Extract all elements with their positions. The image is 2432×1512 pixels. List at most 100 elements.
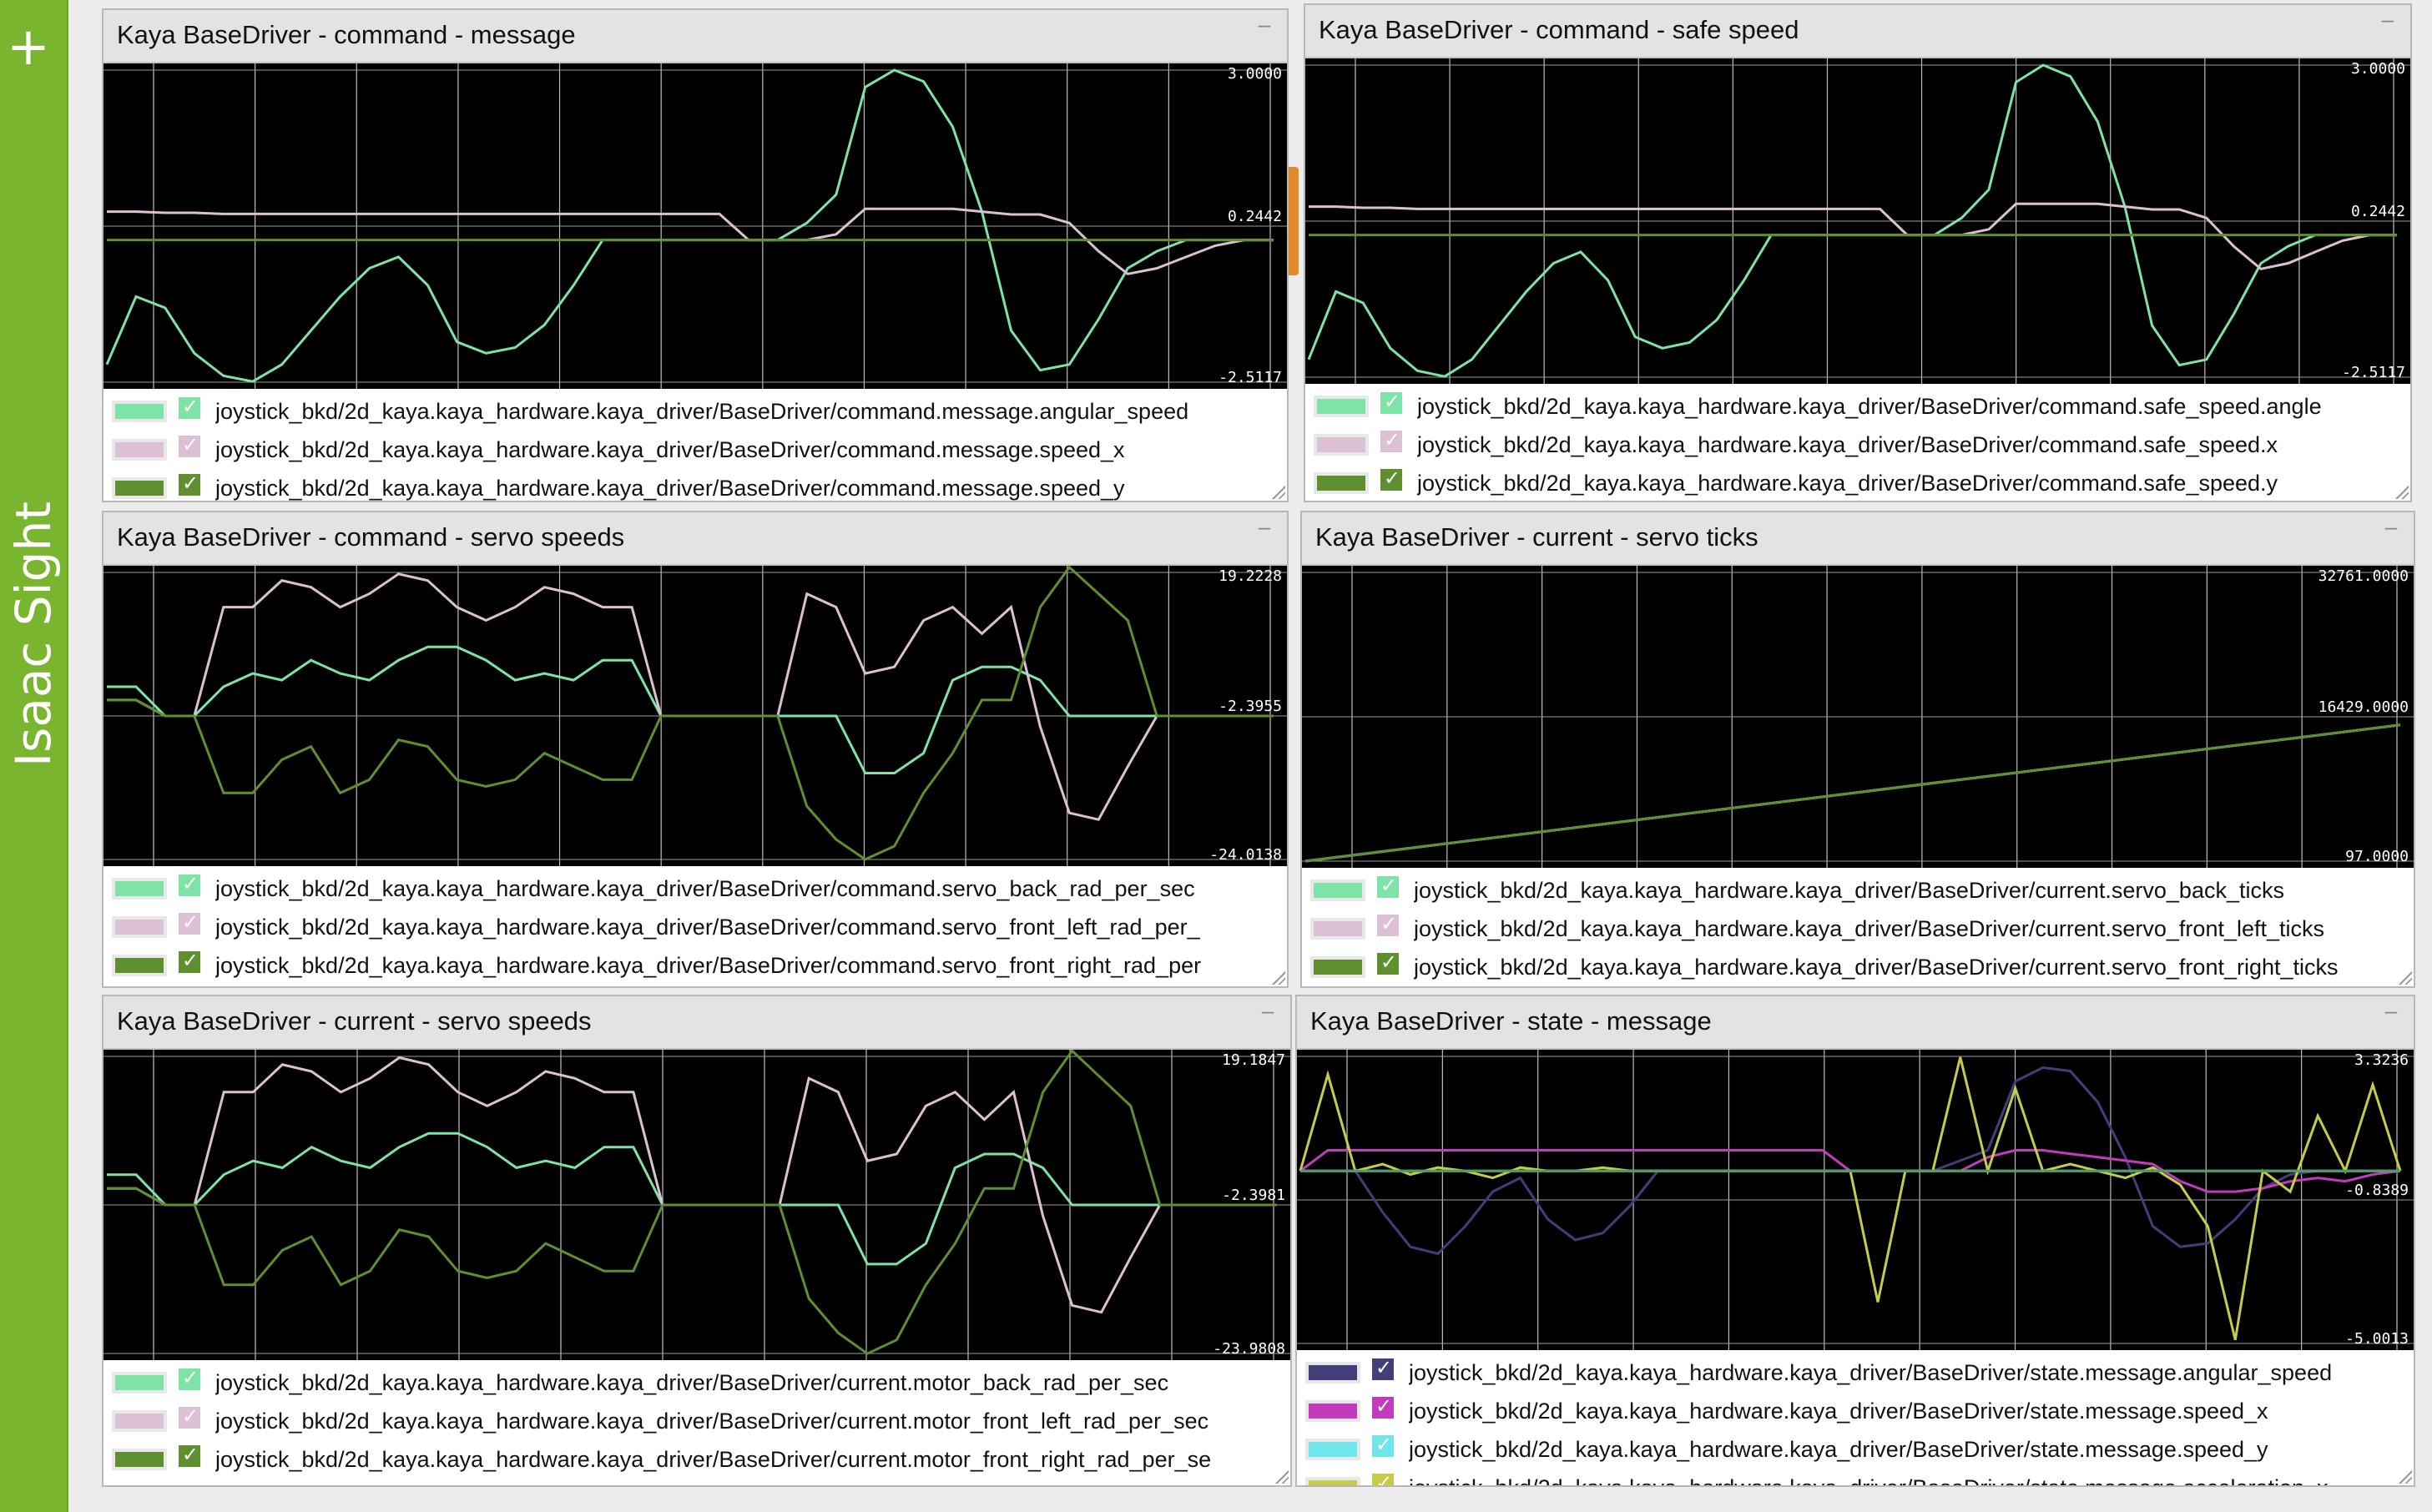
legend-item: ✓ joystick_bkd/2d_kaya.kaya_hardware.kaya… xyxy=(103,1363,1290,1402)
y-tick-label: -24.0138 xyxy=(1209,846,1282,864)
panel-title: Kaya BaseDriver - command - safe speed xyxy=(1319,15,1799,44)
panel-header[interactable]: Kaya BaseDriver - command - message – xyxy=(103,10,1287,63)
add-button[interactable]: + xyxy=(7,16,50,77)
checkmark-icon: ✓ xyxy=(1380,874,1398,897)
checkmark-icon: ✓ xyxy=(182,395,199,418)
series-label: joystick_bkd/2d_kaya.kaya_hardware.kaya_… xyxy=(1409,1475,2405,1485)
y-tick-label: -23.9808 xyxy=(1213,1340,1285,1358)
color-swatch[interactable] xyxy=(112,477,167,499)
color-swatch[interactable] xyxy=(1314,472,1369,494)
color-swatch[interactable] xyxy=(1305,1439,1360,1460)
legend: ✓ joystick_bkd/2d_kaya.kaya_hardware.kaya… xyxy=(1302,871,2414,986)
color-swatch[interactable] xyxy=(1310,918,1365,940)
series-visibility-checkbox[interactable]: ✓ xyxy=(179,1404,200,1429)
color-swatch[interactable] xyxy=(1310,956,1365,978)
series-visibility-checkbox[interactable]: ✓ xyxy=(1372,1471,1394,1485)
minimize-button[interactable]: – xyxy=(2384,998,2398,1023)
series-label: joystick_bkd/2d_kaya.kaya_hardware.kaya_… xyxy=(215,1370,1169,1395)
color-swatch[interactable] xyxy=(112,439,167,461)
minimize-button[interactable]: – xyxy=(1258,12,1271,37)
plot-panel-cmd-safe-speed[interactable]: Kaya BaseDriver - command - safe speed – 3… xyxy=(1304,3,2412,502)
plot-canvas[interactable]: 19.2228 -2.3955 -24.0138 xyxy=(103,566,1287,866)
color-swatch[interactable] xyxy=(112,955,167,976)
panel-title: Kaya BaseDriver - state - message xyxy=(1310,1006,1712,1036)
panel-title: Kaya BaseDriver - command - servo speeds xyxy=(117,522,625,552)
series-visibility-checkbox[interactable]: ✓ xyxy=(179,949,200,973)
panel-header[interactable]: Kaya BaseDriver - state - message – xyxy=(1297,996,2414,1050)
minimize-button[interactable]: – xyxy=(2381,7,2394,32)
series-label: joystick_bkd/2d_kaya.kaya_hardware.kaya_… xyxy=(215,476,1125,501)
color-swatch[interactable] xyxy=(1310,879,1365,901)
minimize-button[interactable]: – xyxy=(1258,514,1271,539)
color-swatch[interactable] xyxy=(1305,1400,1360,1422)
plot-panel-cmd-servo-speeds[interactable]: Kaya BaseDriver - command - servo speeds… xyxy=(102,511,1289,988)
series-visibility-checkbox[interactable]: ✓ xyxy=(179,910,200,935)
plot-panel-cur-servo-ticks[interactable]: Kaya BaseDriver - current - servo ticks –… xyxy=(1300,511,2415,988)
series-label: joystick_bkd/2d_kaya.kaya_hardware.kaya_… xyxy=(1417,432,2278,457)
color-swatch[interactable] xyxy=(112,1410,167,1432)
series-visibility-checkbox[interactable]: ✓ xyxy=(1372,1394,1394,1419)
series-visibility-checkbox[interactable]: ✓ xyxy=(1380,466,1402,491)
legend: ✓ joystick_bkd/2d_kaya.kaya_hardware.kaya… xyxy=(103,869,1287,986)
series-label: joystick_bkd/2d_kaya.kaya_hardware.kaya_… xyxy=(215,876,1195,901)
series-visibility-checkbox[interactable]: ✓ xyxy=(179,1443,200,1467)
y-tick-label: -5.0013 xyxy=(2345,1330,2409,1348)
y-tick-label: -0.8389 xyxy=(2345,1182,2409,1199)
series-visibility-checkbox[interactable]: ✓ xyxy=(1372,1356,1394,1380)
series-visibility-checkbox[interactable]: ✓ xyxy=(1377,912,1399,936)
plot-canvas[interactable]: 32761.0000 16429.0000 97.0000 xyxy=(1302,566,2414,868)
plot-panel-state-message[interactable]: Kaya BaseDriver - state - message – 3.3236… xyxy=(1295,995,2415,1487)
legend-item: ✓ joystick_bkd/2d_kaya.kaya_hardware.kaya… xyxy=(1297,1430,2414,1469)
resize-handle[interactable] xyxy=(2399,1470,2412,1484)
color-swatch[interactable] xyxy=(112,916,167,938)
series-visibility-checkbox[interactable]: ✓ xyxy=(179,1366,200,1390)
resize-handle[interactable] xyxy=(1275,1470,1289,1484)
plot-canvas[interactable]: 3.0000 0.2442 -2.5117 xyxy=(103,63,1287,389)
series-visibility-checkbox[interactable]: ✓ xyxy=(179,433,200,457)
y-tick-label: -2.3955 xyxy=(1219,698,1282,715)
plot-canvas[interactable]: 19.1847 -2.3981 -23.9808 xyxy=(103,1050,1290,1360)
series-visibility-checkbox[interactable]: ✓ xyxy=(179,395,200,419)
plot-svg xyxy=(1302,566,2414,868)
minimize-button[interactable]: – xyxy=(2384,514,2398,539)
series-visibility-checkbox[interactable]: ✓ xyxy=(179,471,200,496)
series-visibility-checkbox[interactable]: ✓ xyxy=(1377,874,1399,898)
panel-header[interactable]: Kaya BaseDriver - current - servo ticks – xyxy=(1302,512,2414,566)
color-swatch[interactable] xyxy=(1314,434,1369,456)
legend-item: ✓ joystick_bkd/2d_kaya.kaya_hardware.kaya… xyxy=(1302,910,2414,948)
resize-handle[interactable] xyxy=(2399,971,2412,985)
color-swatch[interactable] xyxy=(112,1372,167,1394)
plot-panel-cmd-message[interactable]: Kaya BaseDriver - command - message – 3.00… xyxy=(102,8,1289,502)
series-label: joystick_bkd/2d_kaya.kaya_hardware.kaya_… xyxy=(215,1409,1209,1434)
legend-item: ✓ joystick_bkd/2d_kaya.kaya_hardware.kaya… xyxy=(103,469,1287,501)
panel-header[interactable]: Kaya BaseDriver - command - safe speed – xyxy=(1305,5,2410,58)
plot-panel-cur-servo-speeds[interactable]: Kaya BaseDriver - current - servo speeds… xyxy=(102,995,1292,1487)
color-swatch[interactable] xyxy=(112,878,167,900)
panel-header[interactable]: Kaya BaseDriver - command - servo speeds… xyxy=(103,512,1287,566)
resize-handle[interactable] xyxy=(1272,486,1285,499)
color-swatch[interactable] xyxy=(112,1449,167,1470)
minimize-button[interactable]: – xyxy=(1261,998,1274,1023)
series-label: joystick_bkd/2d_kaya.kaya_hardware.kaya_… xyxy=(1414,955,2339,980)
color-swatch[interactable] xyxy=(1314,396,1369,417)
series-visibility-checkbox[interactable]: ✓ xyxy=(1377,950,1399,975)
resize-handle[interactable] xyxy=(2395,486,2409,499)
series-label: joystick_bkd/2d_kaya.kaya_hardware.kaya_… xyxy=(215,953,1202,978)
plot-canvas[interactable]: 3.3236 -0.8389 -5.0013 xyxy=(1297,1050,2414,1350)
y-tick-label: -2.5117 xyxy=(2342,364,2405,381)
panel-header[interactable]: Kaya BaseDriver - current - servo speeds… xyxy=(103,996,1290,1050)
series-visibility-checkbox[interactable]: ✓ xyxy=(179,872,200,896)
plot-canvas[interactable]: 3.0000 0.2442 -2.5117 xyxy=(1305,58,2410,384)
resize-handle[interactable] xyxy=(1272,971,1285,985)
color-swatch[interactable] xyxy=(112,401,167,422)
color-swatch[interactable] xyxy=(1305,1477,1360,1485)
series-label: joystick_bkd/2d_kaya.kaya_hardware.kaya_… xyxy=(215,915,1200,940)
series-label: joystick_bkd/2d_kaya.kaya_hardware.kaya_… xyxy=(1414,878,2284,903)
series-visibility-checkbox[interactable]: ✓ xyxy=(1372,1433,1394,1457)
color-swatch[interactable] xyxy=(1305,1362,1360,1383)
series-label: joystick_bkd/2d_kaya.kaya_hardware.kaya_… xyxy=(1414,916,2325,941)
series-visibility-checkbox[interactable]: ✓ xyxy=(1380,428,1402,452)
series-label: joystick_bkd/2d_kaya.kaya_hardware.kaya_… xyxy=(215,399,1189,424)
series-visibility-checkbox[interactable]: ✓ xyxy=(1380,390,1402,414)
legend-item: ✓ joystick_bkd/2d_kaya.kaya_hardware.kaya… xyxy=(103,392,1287,431)
